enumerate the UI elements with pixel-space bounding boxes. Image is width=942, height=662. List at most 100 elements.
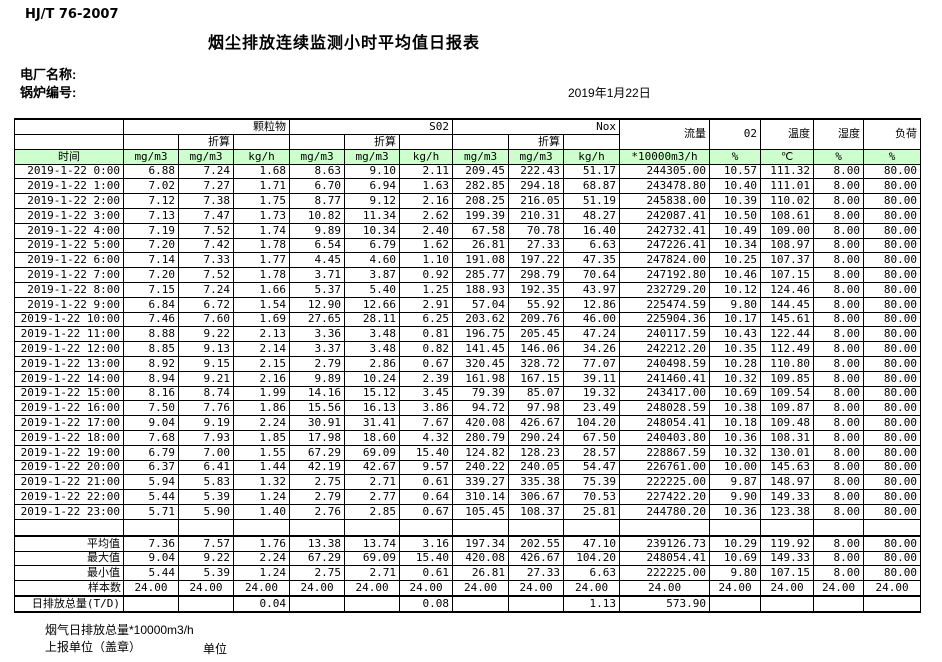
cell-value: 80.00 <box>863 459 922 476</box>
cell-value: 8.00 <box>813 355 865 372</box>
cell-empty <box>123 518 179 537</box>
cell-value: 80.00 <box>863 252 922 269</box>
cell-value: 5.83 <box>178 474 234 491</box>
cell-value: 5.39 <box>178 565 234 582</box>
cell-value: 426.67 <box>508 415 565 431</box>
cell-value: 8.00 <box>813 534 865 552</box>
page-title: 烟尘排放连续监测小时平均值日报表 <box>208 35 481 52</box>
cell-value: 6.88 <box>123 163 179 180</box>
cell-value: 4.45 <box>289 252 346 269</box>
cell-value: 149.33 <box>760 489 815 505</box>
cell-value: 9.13 <box>178 341 234 357</box>
cell-value: 10.69 <box>709 550 762 567</box>
cell-value: 196.75 <box>452 326 510 343</box>
cell-value: 14.16 <box>289 385 346 402</box>
cell-value: 80.00 <box>863 341 922 357</box>
cell-empty <box>289 518 346 537</box>
cell-value: 1.24 <box>232 489 291 505</box>
cell-value: 107.37 <box>760 252 815 269</box>
cell-value <box>508 594 565 613</box>
cell-value: 27.33 <box>508 237 565 254</box>
cell-value: 141.45 <box>452 341 510 357</box>
cell-value: 226761.00 <box>619 459 711 476</box>
summary-label: 平均值 <box>14 534 124 552</box>
cell-value: 24.00 <box>709 580 762 597</box>
cell-empty <box>344 518 401 537</box>
cell-value: 47.35 <box>563 252 621 269</box>
cell-value: 23.49 <box>563 400 621 417</box>
summary-label: 最大值 <box>14 550 124 567</box>
cell-value <box>123 594 179 613</box>
cell-value: 10.46 <box>709 267 762 283</box>
table-row: 2019-1-22 21:00 5.94 5.83 1.32 2.75 2.71 0.61 3… <box>14 474 922 491</box>
cell-value: 191.08 <box>452 252 510 269</box>
cell-value: 26.81 <box>452 237 510 254</box>
cell-value: 10.17 <box>709 311 762 328</box>
cell-value: 69.09 <box>344 444 401 461</box>
cell-value: 10.38 <box>709 400 762 417</box>
col-header-nox-converted: 折算 <box>508 133 565 150</box>
cell-time: 2019-1-22 21:00 <box>14 474 124 491</box>
cell-value: 144.45 <box>760 296 815 313</box>
cell-value: 6.94 <box>344 178 401 195</box>
cell-value: 10.49 <box>709 222 762 239</box>
table-row: 2019-1-22 1:00 7.02 7.27 1.71 6.70 6.94 1.63 28… <box>14 178 922 195</box>
cell-value: 242087.41 <box>619 207 711 224</box>
cell-value: 7.52 <box>178 222 234 239</box>
cell-value: 67.50 <box>563 429 621 446</box>
table-body: 2019-1-22 0:00 6.88 7.24 1.68 8.63 9.10 2.11 20… <box>14 163 922 613</box>
cell-value: 232729.20 <box>619 281 711 298</box>
cell-value: 6.70 <box>289 178 346 195</box>
cell-value: 8.00 <box>813 178 865 195</box>
cell-value: 227422.20 <box>619 489 711 505</box>
cell-value: 80.00 <box>863 370 922 387</box>
cell-value: 42.19 <box>289 459 346 476</box>
cell-value: 145.63 <box>760 459 815 476</box>
unit-mg: mg/m3 <box>508 148 565 165</box>
cell-value: 10.40 <box>709 178 762 195</box>
cell-value: 188.93 <box>452 281 510 298</box>
cell-value: 0.61 <box>399 474 454 491</box>
table-row: 2019-1-22 19:00 6.79 7.00 1.55 67.29 69.09 15.… <box>14 444 922 461</box>
cell-value: 2.24 <box>232 415 291 431</box>
cell-value: 2.91 <box>399 296 454 313</box>
cell-value: 7.14 <box>123 252 179 269</box>
cell-value: 7.68 <box>123 429 179 446</box>
cell-value: 80.00 <box>863 296 922 313</box>
cell-value: 111.01 <box>760 178 815 195</box>
cell-value: 6.41 <box>178 459 234 476</box>
cell-value: 10.28 <box>709 355 762 372</box>
cell-value: 24.00 <box>178 580 234 597</box>
cell-value: 1.73 <box>232 207 291 224</box>
unit-mg: mg/m3 <box>123 148 179 165</box>
table-row: 2019-1-22 20:00 6.37 6.41 1.44 42.19 42.67 9.5… <box>14 459 922 476</box>
cell-value: 80.00 <box>863 444 922 461</box>
cell-value: 1.32 <box>232 474 291 491</box>
cell-value: 10.32 <box>709 370 762 387</box>
col-header-humidity: 湿度 <box>813 118 865 150</box>
cell-value <box>289 594 346 613</box>
unit-kgh: kg/h <box>232 148 291 165</box>
cell-value: 7.12 <box>123 193 179 209</box>
cell-time: 2019-1-22 23:00 <box>14 503 124 520</box>
cell-value: 1.71 <box>232 178 291 195</box>
cell-value: 328.72 <box>508 355 565 372</box>
cell-value: 8.00 <box>813 341 865 357</box>
table-row: 2019-1-22 6:00 7.14 7.33 1.77 4.45 4.60 1.10 19… <box>14 252 922 269</box>
cell-value <box>813 594 865 613</box>
cell-value: 67.29 <box>289 444 346 461</box>
cell-value: 8.00 <box>813 237 865 254</box>
cell-value: 8.00 <box>813 429 865 446</box>
cell-value: 67.58 <box>452 222 510 239</box>
cell-value: 222.43 <box>508 163 565 180</box>
cell-value: 48.27 <box>563 207 621 224</box>
cell-value: 97.98 <box>508 400 565 417</box>
table-row: 2019-1-22 23:00 5.71 5.90 1.40 2.76 2.85 0.67 1… <box>14 503 922 520</box>
cell-empty <box>813 518 865 537</box>
cell-value: 3.48 <box>344 341 401 357</box>
cell-value: 55.92 <box>508 296 565 313</box>
cell-time: 2019-1-22 22:00 <box>14 489 124 505</box>
cell-value: 39.11 <box>563 370 621 387</box>
cell-value: 6.25 <box>399 311 454 328</box>
cell-value: 222225.00 <box>619 565 711 582</box>
